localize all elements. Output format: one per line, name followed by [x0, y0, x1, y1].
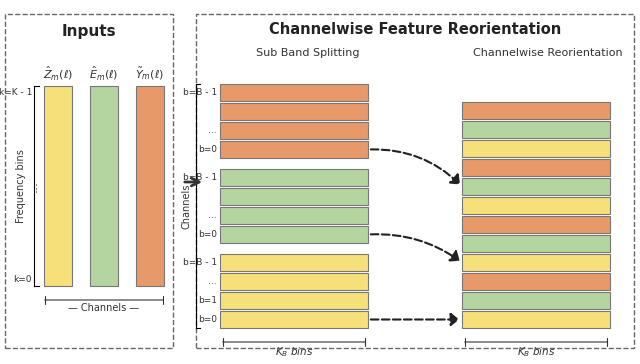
Text: k=0: k=0	[13, 275, 32, 284]
Text: b=0: b=0	[198, 145, 217, 154]
Bar	[220, 103, 368, 120]
Text: ...: ...	[26, 180, 40, 192]
Text: b=B - 1: b=B - 1	[183, 258, 217, 267]
Bar	[462, 121, 610, 138]
Text: b=0: b=0	[198, 230, 217, 239]
FancyArrowPatch shape	[371, 314, 458, 325]
Bar	[462, 140, 610, 157]
FancyArrowPatch shape	[371, 234, 458, 260]
Bar	[5, 14, 173, 348]
Text: b=0: b=0	[198, 315, 217, 324]
Bar	[462, 178, 610, 195]
Text: b=1: b=1	[198, 296, 217, 305]
Text: $\hat{E}_m(\ell)$: $\hat{E}_m(\ell)$	[90, 64, 118, 82]
Bar	[220, 141, 368, 158]
Text: Channels: Channels	[182, 183, 192, 229]
Text: Channelwise Feature Reorientation: Channelwise Feature Reorientation	[269, 22, 561, 37]
Text: b=B - 1: b=B - 1	[183, 173, 217, 182]
Bar	[220, 169, 368, 186]
FancyArrowPatch shape	[371, 149, 459, 183]
Bar	[462, 273, 610, 290]
Text: Sub Band Splitting: Sub Band Splitting	[256, 48, 360, 58]
Text: $K_B$ bins: $K_B$ bins	[516, 345, 556, 359]
Bar	[462, 216, 610, 233]
Text: Channelwise Reorientation: Channelwise Reorientation	[473, 48, 623, 58]
Bar	[220, 207, 368, 224]
Bar	[220, 188, 368, 205]
Bar	[462, 254, 610, 271]
Bar	[462, 159, 610, 176]
Bar	[462, 102, 610, 119]
Bar	[220, 122, 368, 139]
Bar	[220, 311, 368, 328]
Text: $\tilde{Y}_m(\ell)$: $\tilde{Y}_m(\ell)$	[136, 65, 164, 82]
Text: — Channels —: — Channels —	[68, 303, 140, 313]
Bar	[220, 84, 368, 101]
Bar	[220, 292, 368, 309]
Text: $\hat{Z}_m(\ell)$: $\hat{Z}_m(\ell)$	[43, 64, 73, 82]
Text: ...: ...	[209, 211, 217, 220]
Bar	[220, 254, 368, 271]
Bar	[90, 86, 118, 286]
Text: Inputs: Inputs	[61, 24, 116, 39]
Bar	[462, 197, 610, 214]
Bar	[44, 86, 72, 286]
Text: $K_B$ bins: $K_B$ bins	[275, 345, 314, 359]
Text: k=K - 1: k=K - 1	[0, 88, 32, 97]
Bar	[462, 235, 610, 252]
Bar	[136, 86, 164, 286]
Bar	[196, 14, 634, 348]
Text: ...: ...	[209, 277, 217, 286]
Text: Frequency bins: Frequency bins	[16, 149, 26, 223]
Bar	[220, 273, 368, 290]
Bar	[462, 292, 610, 309]
Bar	[220, 226, 368, 243]
Text: b=B - 1: b=B - 1	[183, 88, 217, 97]
Text: ...: ...	[209, 126, 217, 135]
Bar	[462, 311, 610, 328]
